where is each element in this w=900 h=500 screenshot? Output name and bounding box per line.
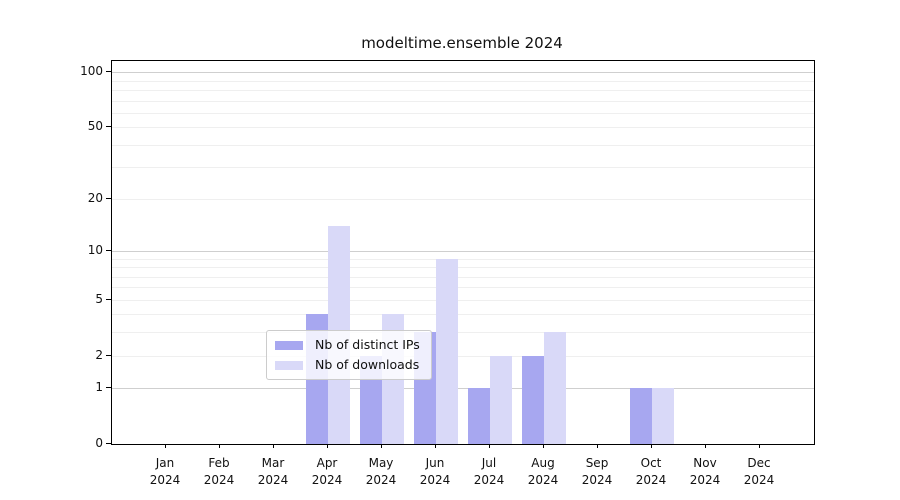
gridline-minor	[112, 287, 814, 289]
y-tick-label: 2	[95, 347, 103, 362]
legend-row: Nb of distinct IPs	[275, 338, 420, 352]
chart-title: modeltime.ensemble 2024	[361, 34, 563, 52]
x-tick	[759, 444, 760, 448]
bar-downloads	[544, 332, 566, 444]
bar-distinct-ips	[468, 388, 490, 444]
y-tick-label: 20	[87, 190, 103, 205]
y-tick	[106, 126, 111, 128]
legend-swatch-downloads	[275, 360, 303, 370]
x-tick	[597, 444, 598, 448]
y-tick-label: 100	[80, 64, 103, 79]
x-tick	[435, 444, 436, 448]
gridline-minor	[112, 100, 814, 102]
y-tick-label: 10	[87, 242, 103, 257]
bar-downloads	[490, 355, 512, 444]
gridline-minor	[112, 198, 814, 200]
bar-downloads	[436, 258, 458, 444]
gridline-minor	[112, 267, 814, 268]
legend-row: Nb of downloads	[275, 358, 420, 372]
gridline-minor	[112, 332, 814, 334]
gridline-minor	[112, 144, 814, 146]
y-tick	[106, 197, 111, 199]
x-tick-label: Jul 2024	[473, 456, 505, 487]
x-tick-label: Sep 2024	[581, 456, 613, 487]
gridline-major	[112, 250, 814, 252]
y-tick	[106, 354, 111, 356]
bar-downloads	[652, 388, 674, 444]
x-tick	[165, 444, 166, 448]
gridline-minor	[112, 127, 814, 129]
y-tick-label: 0	[95, 436, 103, 450]
y-tick	[106, 387, 111, 389]
gridline-major	[112, 388, 814, 390]
gridline-minor	[112, 80, 814, 82]
x-tick-label: Jun 2024	[419, 456, 451, 487]
y-tick-label: 50	[87, 119, 103, 134]
x-tick-label: Oct 2024	[635, 456, 667, 487]
x-tick	[543, 444, 544, 448]
legend-label: Nb of distinct IPs	[315, 337, 420, 352]
gridline-minor	[112, 89, 814, 91]
gridline-minor	[112, 167, 814, 169]
y-tick	[106, 71, 111, 73]
legend-swatch-distinct-ips	[275, 340, 303, 350]
x-tick-label: Nov 2024	[689, 456, 721, 487]
x-tick	[219, 444, 220, 448]
gridline-minor	[112, 112, 814, 114]
gridline-minor	[112, 276, 814, 278]
x-tick	[327, 444, 328, 448]
x-tick-label: Dec 2024	[743, 456, 775, 487]
x-tick-label: Aug 2024	[527, 456, 559, 487]
x-tick	[489, 444, 490, 448]
bar-distinct-ips	[630, 388, 652, 444]
y-tick-label: 5	[95, 291, 103, 306]
gridline-minor	[112, 355, 814, 357]
y-tick	[106, 249, 111, 251]
gridline-minor	[112, 258, 814, 260]
y-tick-label: 1	[95, 380, 103, 395]
x-tick	[273, 444, 274, 448]
y-tick	[106, 298, 111, 300]
y-tick	[106, 443, 111, 444]
gridline-major	[112, 72, 814, 74]
x-tick-label: Feb 2024	[203, 456, 235, 487]
plot-area	[111, 60, 815, 445]
legend: Nb of distinct IPs Nb of downloads	[266, 330, 432, 380]
x-tick	[381, 444, 382, 448]
gridline-minor	[112, 299, 814, 301]
x-tick-label: Jan 2024	[149, 456, 181, 487]
x-tick-label: Apr 2024	[311, 456, 343, 487]
x-tick	[651, 444, 652, 448]
gridline-minor	[112, 314, 814, 316]
legend-label: Nb of downloads	[315, 357, 420, 372]
bar-distinct-ips	[522, 355, 544, 444]
x-tick	[705, 444, 706, 448]
x-tick-label: May 2024	[365, 456, 397, 487]
x-tick-label: Mar 2024	[257, 456, 289, 487]
